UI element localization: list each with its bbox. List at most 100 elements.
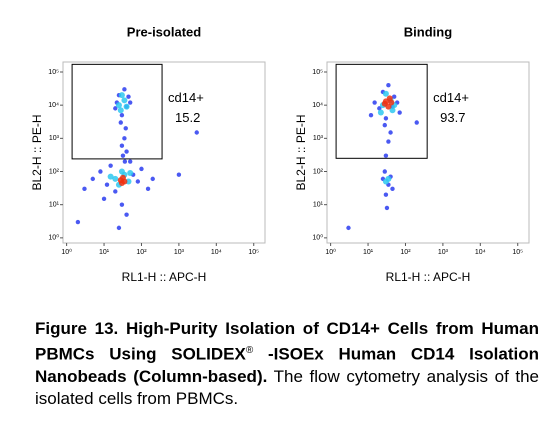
event-dot [194, 130, 199, 135]
y-tick-label: 10¹ [313, 202, 324, 209]
event-dot [122, 159, 128, 164]
event-dot [90, 176, 95, 182]
y-tick-label: 10² [313, 168, 324, 175]
event-dot [388, 99, 395, 106]
y-tick-label: 10⁴ [312, 102, 323, 109]
event-dot [145, 186, 151, 192]
x-tick-label: 10⁵ [248, 249, 259, 256]
event-dot [139, 166, 144, 172]
x-tick-label: 10⁵ [512, 249, 523, 256]
event-dot [115, 102, 122, 109]
event-dot [150, 176, 155, 182]
event-dot [119, 143, 125, 148]
event-dot [119, 202, 125, 207]
event-dot [377, 109, 384, 116]
event-dot [346, 225, 351, 231]
event-dot [75, 219, 81, 225]
caption-bold: Figure 13. High-Purity Isolation of CD14… [35, 319, 539, 364]
event-dot [382, 90, 389, 97]
event-dot [383, 153, 389, 158]
x-tick-label: 10⁰ [61, 248, 72, 256]
event-dot [414, 120, 419, 125]
gate-percent: 93.7 [440, 110, 465, 125]
x-tick-label: 10² [136, 249, 147, 256]
plot-frame [62, 61, 266, 244]
y-axis-label: BL2-H :: PE-H [294, 114, 308, 190]
event-dot [123, 126, 128, 131]
x-axis-label: RL1-H :: APC-H [122, 270, 207, 284]
y-tick-label: 10⁰ [48, 234, 59, 242]
event-dot [120, 153, 126, 158]
x-tick-label: 10³ [174, 249, 185, 256]
figure: Pre-isolated 10⁰ 10¹ 10² 10³ 10⁴ 10⁵ 10⁰ 10¹ 10² 1… [30, 24, 530, 284]
event-dot [98, 169, 103, 174]
caption-text: The flow cytometry analysis of the isola… [35, 366, 540, 408]
event-dot [116, 225, 122, 231]
event-dot [101, 196, 107, 202]
event-dot [383, 192, 389, 197]
event-dot [113, 106, 118, 111]
event-dot [121, 97, 128, 104]
x-axis-label: RL1-H :: APC-H [386, 270, 471, 284]
caption: Figure 13. High-Purity Isolation of CD14… [35, 318, 539, 410]
event-dot [108, 163, 113, 168]
gate-label: cd14+ [168, 90, 204, 105]
gate-label: cd14+ [433, 90, 469, 105]
event-dot [113, 189, 118, 194]
event-dot [389, 107, 396, 114]
plot-title: Binding [404, 24, 452, 39]
plot-frame [326, 61, 530, 244]
event-dot [82, 186, 87, 192]
y-tick-label: 10² [49, 168, 60, 175]
event-dot [118, 120, 123, 125]
event-dot [118, 92, 125, 99]
event-dot [126, 94, 131, 99]
event-dot [390, 186, 395, 192]
event-dot [383, 116, 389, 121]
event-dot [385, 103, 392, 110]
event-dot [124, 149, 129, 154]
y-tick-label: 10⁵ [312, 69, 323, 76]
event-dot [384, 205, 390, 211]
y-tick-label: 10⁴ [48, 102, 59, 109]
event-dot [122, 87, 127, 92]
event-dot [128, 100, 133, 105]
y-axis-label: BL2-H :: PE-H [30, 114, 44, 190]
event-dot [107, 173, 114, 180]
y-tick-label: 10⁵ [48, 69, 59, 76]
y-tick-label: 10³ [313, 135, 324, 142]
event-dot [123, 103, 130, 110]
event-dot [382, 169, 387, 174]
event-dot [104, 182, 110, 187]
event-dot [128, 159, 133, 164]
event-dot [122, 136, 127, 141]
event-dot [118, 168, 125, 175]
event-dot [377, 106, 382, 111]
event-dot [372, 100, 377, 105]
event-dot [127, 170, 134, 177]
gate [335, 63, 428, 159]
event-dot [121, 178, 128, 185]
y-tick-label: 10¹ [49, 202, 60, 209]
x-tick-label: 10³ [438, 249, 449, 256]
event-dot [124, 212, 129, 217]
event-dot [176, 172, 182, 177]
event-dot [135, 179, 141, 184]
event-dot [119, 112, 125, 118]
caption-bold-rest: -ISOEx Human CD14 Isolation Nanobeads (C… [35, 344, 539, 386]
x-tick-label: 10⁴ [211, 249, 222, 256]
gate-percent: 15.2 [175, 110, 200, 125]
x-tick-label: 10² [400, 249, 411, 256]
event-dot [386, 139, 391, 144]
event-dot [112, 175, 119, 182]
registered-mark: ® [245, 345, 254, 356]
event-dot [382, 122, 387, 128]
event-dot [385, 175, 392, 182]
gate [71, 63, 163, 160]
x-tick-label: 10¹ [99, 249, 110, 256]
event-dot [117, 107, 124, 114]
event-dot [397, 110, 402, 115]
event-dot [392, 94, 397, 99]
event-dot [388, 130, 393, 135]
x-tick-label: 10⁴ [475, 249, 486, 256]
